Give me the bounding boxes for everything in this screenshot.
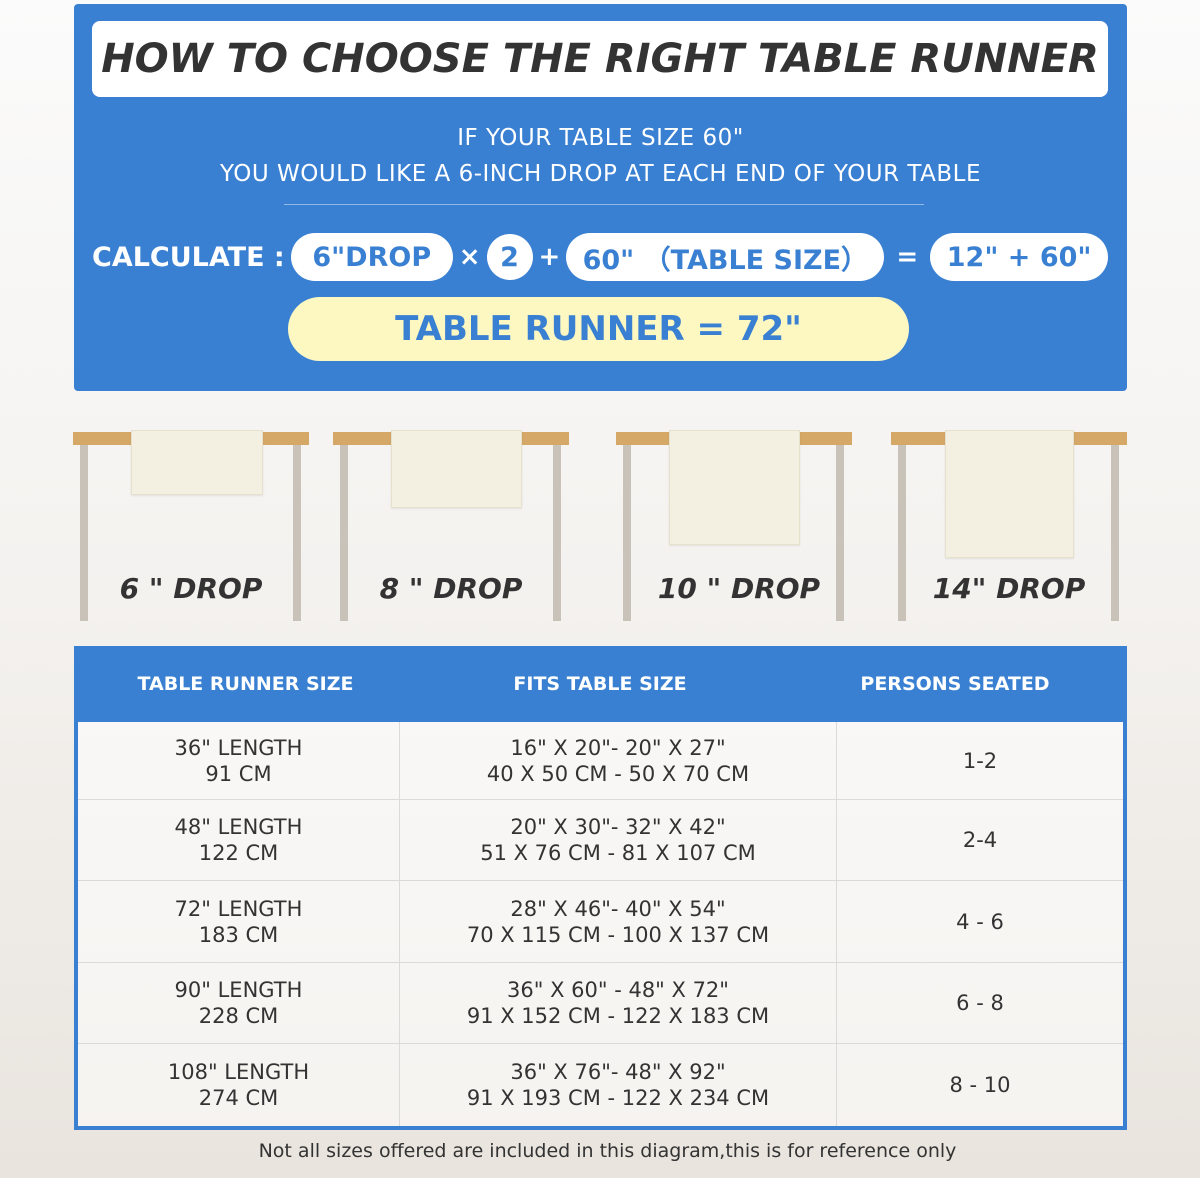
fit-cm: 91 X 152 CM - 122 X 183 CM bbox=[466, 1004, 770, 1028]
drop-label: 10 " DROP bbox=[657, 572, 821, 605]
header-fits-table-size: FITS TABLE SIZE bbox=[513, 673, 687, 695]
plus-sign: + bbox=[538, 242, 561, 272]
runner-cm: 122 CM bbox=[198, 841, 279, 865]
header-runner-size: TABLE RUNNER SIZE bbox=[137, 673, 354, 695]
drop-label: 6 " DROP bbox=[119, 572, 263, 605]
table-size-pill: 60" （TABLE SIZE） bbox=[566, 233, 885, 281]
drop-illustration-10: 10 " DROP bbox=[616, 430, 852, 622]
persons: 4 - 6 bbox=[956, 909, 1004, 934]
table-leg bbox=[836, 445, 844, 621]
header-persons-seated: PERSONS SEATED bbox=[860, 673, 1050, 695]
runner-length: 108" LENGTH bbox=[167, 1060, 310, 1084]
fit-inches: 36" X 60" - 48" X 72" bbox=[507, 978, 729, 1002]
runner-cm: 274 CM bbox=[198, 1086, 279, 1110]
example-line-1: IF YOUR TABLE SIZE 60" bbox=[457, 125, 744, 151]
times-sign: × bbox=[458, 242, 481, 272]
runner bbox=[391, 430, 522, 508]
runner-cm: 228 CM bbox=[198, 1004, 279, 1028]
table-leg bbox=[553, 445, 561, 621]
runner-cm: 183 CM bbox=[198, 922, 279, 947]
runner-length: 36" LENGTH bbox=[174, 735, 303, 760]
result-pill: TABLE RUNNER = 72" bbox=[288, 297, 909, 361]
drop-illustration-14: 14" DROP bbox=[891, 430, 1127, 622]
fit-inches: 28" X 46"- 40" X 54" bbox=[510, 896, 726, 921]
table-row: 72" LENGTH 183 CM 28" X 46"- 40" X 54" 70 … bbox=[78, 881, 1123, 963]
calculate-label: CALCULATE : bbox=[92, 241, 285, 273]
table-leg bbox=[293, 445, 301, 621]
runner-length: 48" LENGTH bbox=[174, 815, 303, 839]
fit-cm: 40 X 50 CM - 50 X 70 CM bbox=[486, 761, 750, 786]
table-row: 36" LENGTH 91 CM 16" X 20"- 20" X 27" 40 X… bbox=[78, 722, 1123, 800]
table-leg bbox=[623, 445, 631, 621]
drop-label: 14" DROP bbox=[932, 572, 1086, 605]
size-table: TABLE RUNNER SIZE FITS TABLE SIZE PERSON… bbox=[74, 646, 1127, 1130]
fit-cm: 91 X 193 CM - 122 X 234 CM bbox=[466, 1086, 770, 1110]
example-line-2: YOU WOULD LIKE A 6-INCH DROP AT EACH END… bbox=[219, 161, 982, 187]
drop-label: 8 " DROP bbox=[379, 572, 523, 605]
calculation-panel: HOW TO CHOOSE THE RIGHT TABLE RUNNER IF … bbox=[74, 4, 1127, 391]
runner-cm: 91 CM bbox=[205, 761, 272, 786]
footnote: Not all sizes offered are included in th… bbox=[258, 1140, 957, 1162]
table-row: 90" LENGTH 228 CM 36" X 60" - 48" X 72" 91… bbox=[78, 963, 1123, 1044]
drop-illustration-8: 8 " DROP bbox=[333, 430, 569, 622]
table-leg bbox=[1111, 445, 1119, 621]
table-leg bbox=[340, 445, 348, 621]
fit-cm: 51 X 76 CM - 81 X 107 CM bbox=[480, 841, 756, 865]
persons: 1-2 bbox=[962, 748, 998, 773]
runner bbox=[131, 430, 263, 495]
equals-sign: = bbox=[896, 242, 919, 272]
persons: 6 - 8 bbox=[956, 991, 1004, 1015]
table-row: 48" LENGTH 122 CM 20" X 30"- 32" X 42" 51 … bbox=[78, 800, 1123, 881]
fit-inches: 16" X 20"- 20" X 27" bbox=[510, 735, 726, 760]
runner bbox=[669, 430, 800, 545]
sum-pill: 12" + 60" bbox=[930, 233, 1109, 281]
runner-length: 90" LENGTH bbox=[174, 978, 303, 1002]
table-row: 108" LENGTH 274 CM 36" X 76"- 48" X 92" 91… bbox=[78, 1044, 1123, 1126]
formula-row: CALCULATE : 6"DROP × 2 + 60" （TABLE SIZE… bbox=[92, 232, 1109, 282]
runner bbox=[945, 430, 1074, 558]
persons: 2-4 bbox=[962, 828, 998, 852]
runner-length: 72" LENGTH bbox=[174, 896, 303, 921]
divider bbox=[284, 204, 924, 205]
fit-inches: 36" X 76"- 48" X 92" bbox=[510, 1060, 726, 1084]
fit-inches: 20" X 30"- 32" X 42" bbox=[510, 815, 726, 839]
table-leg bbox=[80, 445, 88, 621]
page-title: HOW TO CHOOSE THE RIGHT TABLE RUNNER bbox=[92, 21, 1108, 97]
persons: 8 - 10 bbox=[949, 1073, 1011, 1097]
table-header: TABLE RUNNER SIZE FITS TABLE SIZE PERSON… bbox=[74, 646, 1127, 722]
drop-pill: 6"DROP bbox=[290, 233, 453, 281]
fit-cm: 70 X 115 CM - 100 X 137 CM bbox=[466, 922, 770, 947]
multiplier-pill: 2 bbox=[486, 234, 533, 280]
table-leg bbox=[898, 445, 906, 621]
drop-illustration-6: 6 " DROP bbox=[73, 430, 309, 622]
